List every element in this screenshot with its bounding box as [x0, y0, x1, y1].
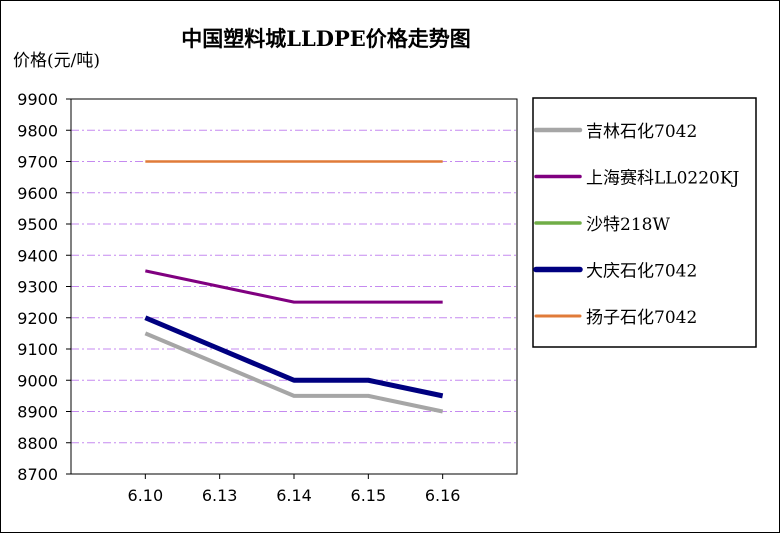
- y-axis-label: 价格(元/吨): [13, 51, 100, 71]
- y-tick-label: 8900: [17, 403, 58, 422]
- x-tick-label: 6.16: [425, 486, 461, 505]
- x-tick-label: 6.15: [351, 486, 387, 505]
- x-tick-label: 6.14: [276, 486, 312, 505]
- y-tick-label: 9200: [17, 309, 58, 328]
- legend-label: 上海赛科LL0220KJ: [586, 168, 740, 189]
- chart-title: 中国塑料城LLDPE价格走势图: [181, 26, 471, 51]
- y-tick-label: 9900: [17, 90, 58, 109]
- y-tick-label: 8800: [17, 434, 58, 453]
- y-tick-label: 9300: [17, 278, 58, 297]
- legend-label: 吉林石化7042: [586, 122, 697, 142]
- series-line-3: [144, 315, 444, 399]
- legend-label: 大庆石化7042: [586, 262, 697, 282]
- legend-label: 沙特218W: [586, 215, 670, 235]
- y-tick-label: 9700: [17, 153, 58, 172]
- series-line-0: [144, 331, 444, 414]
- series-line-1: [145, 269, 443, 304]
- x-tick-label: 6.13: [202, 486, 238, 505]
- y-tick-label: 9500: [17, 215, 58, 234]
- x-tick-label: 6.10: [128, 486, 164, 505]
- legend-label: 扬子石化7042: [586, 308, 697, 328]
- y-tick-label: 8700: [17, 465, 58, 484]
- y-tick-label: 9600: [17, 184, 58, 203]
- y-tick-label: 9400: [17, 246, 58, 265]
- y-tick-label: 9800: [17, 121, 58, 140]
- y-tick-label: 9000: [17, 371, 58, 390]
- y-tick-label: 9100: [17, 340, 58, 359]
